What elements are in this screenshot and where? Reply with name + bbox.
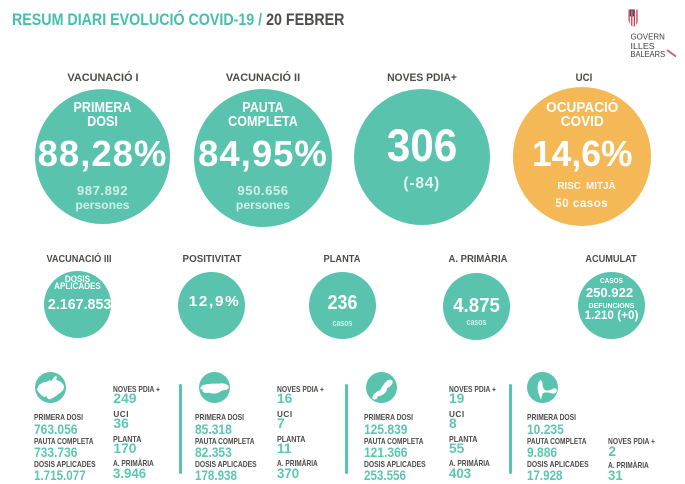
svg-text:ILLES: ILLES — [631, 41, 655, 51]
svg-text:GOVERN: GOVERN — [631, 31, 665, 41]
svg-text:BALEARS: BALEARS — [631, 49, 666, 59]
